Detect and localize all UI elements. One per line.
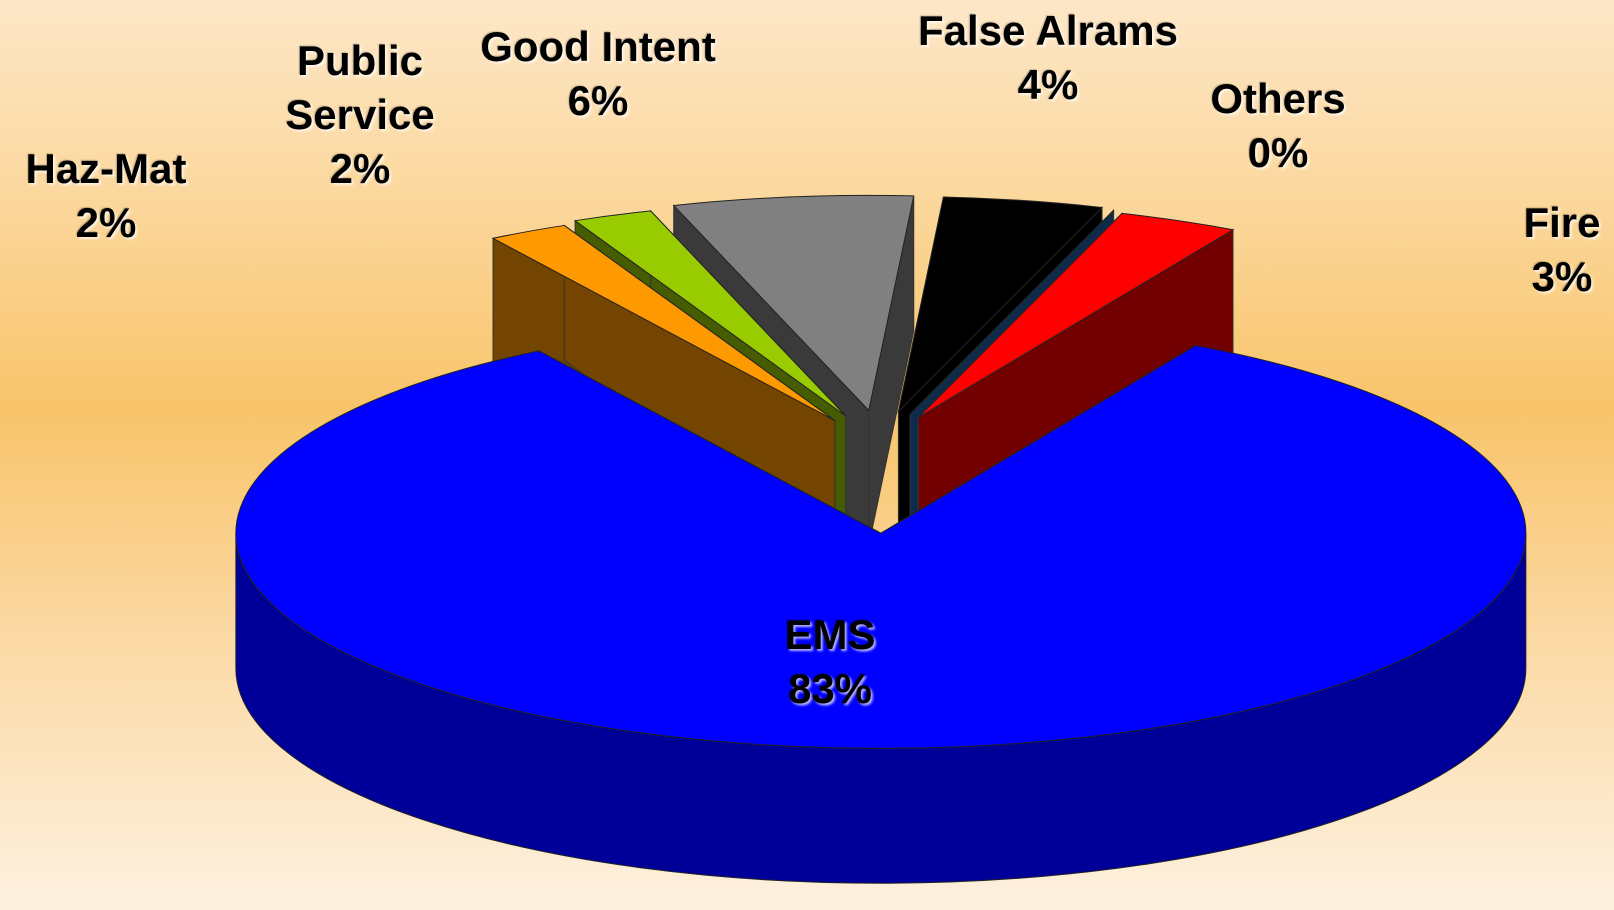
slice-top xyxy=(897,196,1104,414)
slice-label: Good Intent 6% xyxy=(480,20,716,128)
label-value: 3% xyxy=(1531,253,1593,300)
label-name: Haz-Mat xyxy=(25,145,187,192)
label-value: 4% xyxy=(1017,61,1079,108)
slice-label: False Alrams 4% xyxy=(918,4,1178,112)
slice-top xyxy=(917,212,1235,418)
slice-label: Haz-Mat 2% xyxy=(25,142,186,250)
slice-label: Others 0% xyxy=(1210,72,1345,180)
label-value: 2% xyxy=(329,145,391,192)
label-name: EMS xyxy=(784,611,876,658)
label-name: Others xyxy=(1210,75,1346,122)
slice-label: EMS 83% xyxy=(784,608,875,716)
slice-top xyxy=(573,210,847,417)
label-name: Public Service xyxy=(285,37,435,138)
slice-top xyxy=(491,224,836,422)
label-value: 6% xyxy=(567,77,629,124)
label-value: 83% xyxy=(787,665,873,712)
slice-top xyxy=(672,194,915,412)
slice-top xyxy=(909,210,1114,415)
label-value: 0% xyxy=(1247,129,1309,176)
label-name: Good Intent xyxy=(480,23,716,70)
label-value: 2% xyxy=(75,199,137,246)
slice xyxy=(235,344,1527,884)
label-name: Fire xyxy=(1523,199,1601,246)
slice-label: Fire 3% xyxy=(1523,196,1600,304)
label-name: False Alrams xyxy=(918,7,1178,54)
slice-top xyxy=(235,345,1527,749)
slice-label: Public Service 2% xyxy=(265,34,455,196)
